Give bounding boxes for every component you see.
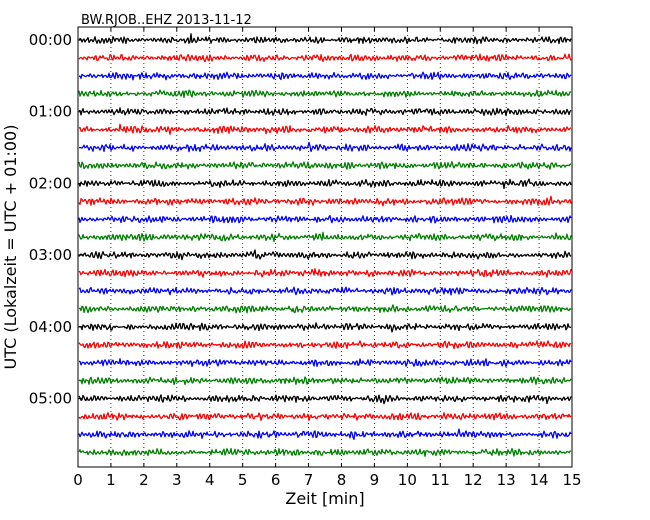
trace-21 [78,394,572,405]
x-tick-label: 0 [73,471,83,489]
trace-18 [78,340,572,350]
trace-5 [78,107,572,117]
trace-7 [78,141,572,153]
plot-area-background [78,27,572,467]
trace-19 [78,358,572,368]
x-tick-label: 15 [562,471,581,489]
plot-frame [77,26,573,468]
trace-3 [79,71,572,81]
trace-12 [78,231,572,243]
y-tick-label: 05:00 [29,390,72,408]
trace-11 [78,214,572,224]
vertical-gridlines [110,27,540,467]
trace-8 [78,161,571,170]
x-tick-label: 14 [530,471,549,489]
x-tick-label: 3 [172,471,182,489]
y-tick-label: 00:00 [29,31,72,49]
trace-9 [78,178,572,190]
x-tick-label: 1 [106,471,116,489]
trace-6 [78,123,572,135]
x-tick-label: 9 [370,471,380,489]
y-axis-label: UTC (Lokalzeit = UTC + 01:00) [1,125,20,370]
trace-13 [78,249,572,261]
x-tick-label: 12 [464,471,483,489]
trace-15 [78,286,572,296]
trace-23 [78,428,572,440]
x-tick-label: 11 [431,471,450,489]
y-tick-label: 03:00 [29,246,72,264]
trace-24 [78,447,572,457]
x-tick-label: 13 [497,471,516,489]
y-tick-label: 04:00 [29,318,72,336]
traces-group [78,33,572,457]
chart-title: BW.RJOB..EHZ 2013-11-12 [81,13,252,28]
x-axis-label: Zeit [min] [285,489,364,508]
y-axis: 00:00 01:00 02:00 03:00 04:00 05:00 [29,31,82,408]
trace-4 [78,89,572,99]
trace-10 [78,195,572,207]
x-tick-label: 10 [398,471,417,489]
x-tick-label: 7 [304,471,314,489]
trace-16 [78,304,572,314]
x-tick-label: 5 [238,471,248,489]
y-tick-label: 02:00 [29,174,72,192]
trace-22 [78,412,572,422]
x-axis: 0 1 2 3 4 5 6 7 8 9 10 11 12 13 14 15 [73,27,582,489]
x-tick-label: 8 [337,471,347,489]
trace-2 [78,53,572,63]
trace-20 [78,376,572,386]
x-tick-label: 2 [139,471,149,489]
trace-17 [78,322,572,333]
trace-1 [78,33,572,45]
x-tick-label: 4 [205,471,215,489]
x-tick-label: 6 [271,471,281,489]
trace-14 [78,268,572,278]
y-tick-label: 01:00 [29,103,72,121]
